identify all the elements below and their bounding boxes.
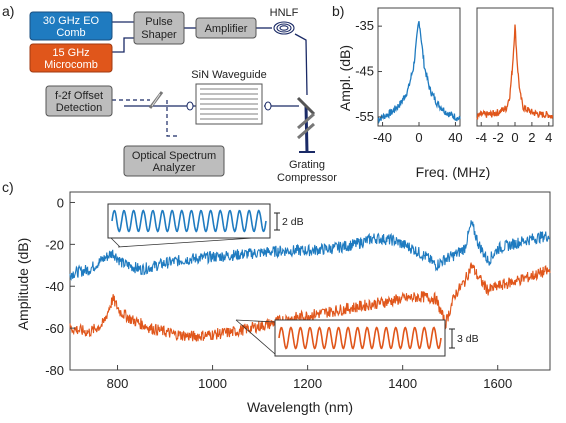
- panel-b-right-plot: -4 -2 0 2 4: [475, 7, 554, 145]
- panel-a-letter: a): [2, 3, 14, 19]
- panel-c-ytick: -60: [45, 321, 64, 336]
- svg-text:Analyzer: Analyzer: [153, 162, 196, 174]
- svg-text:Amplifier: Amplifier: [205, 23, 248, 35]
- box-osa: Optical Spectrum Analyzer: [123, 145, 225, 177]
- box-pulse-shaper: Pulse Shaper: [133, 11, 185, 45]
- hnlf-label: HNLF: [270, 7, 299, 19]
- panel-c-letter: c): [2, 179, 14, 195]
- inset-top: 2 dB: [107, 203, 304, 248]
- svg-text:Microcomb: Microcomb: [44, 59, 98, 71]
- svg-text:Optical Spectrum: Optical Spectrum: [132, 150, 216, 162]
- panel-b-left-plot: -35 -45 -55 -40 0 40: [355, 7, 463, 145]
- panel-c-ytick: -20: [45, 237, 64, 252]
- panel-b-left-xtick: 40: [448, 130, 462, 145]
- svg-text:Comb: Comb: [56, 27, 85, 39]
- panel-b-ylabel: Ampl. (dB): [337, 45, 353, 111]
- svg-text:Detection: Detection: [56, 102, 102, 114]
- panel-c-ytick: -80: [45, 363, 64, 378]
- panel-b-left-xtick: 0: [415, 130, 422, 145]
- waveguide-chip-icon: [186, 83, 272, 125]
- svg-text:30 GHz EO: 30 GHz EO: [43, 15, 100, 27]
- box-eo-comb: 30 GHz EO Comb: [29, 11, 113, 41]
- panel-b-right-xtick: 0: [511, 130, 518, 145]
- panel-c-xtick: 1600: [483, 376, 512, 391]
- dichroic-mirror-icon: [148, 91, 164, 109]
- grating-label-1: Grating: [289, 159, 325, 171]
- panel-c-ytick: 0: [57, 195, 64, 210]
- panel-c-xtick: 1200: [293, 376, 322, 391]
- grating-icon: [297, 112, 315, 140]
- inset-bottom: 3 dB: [235, 319, 479, 357]
- panel-a-dashed-lines: [112, 99, 180, 137]
- box-amplifier: Amplifier: [195, 17, 257, 39]
- panel-b-xlabel: Freq. (MHz): [416, 164, 491, 180]
- panel-b-right-xtick: 2: [528, 130, 535, 145]
- inset-bottom-scale: 3 dB: [457, 333, 479, 345]
- panel-c-xtick: 1400: [388, 376, 417, 391]
- inset-top-trace: [111, 209, 267, 233]
- waveguide-label: SiN Waveguide: [191, 69, 266, 81]
- series-line-0: [69, 220, 551, 281]
- panel-c-ylabel: Amplitude (dB): [15, 238, 31, 331]
- svg-text:15 GHz: 15 GHz: [52, 47, 89, 59]
- panel-b-letter: b): [332, 3, 344, 19]
- series-line-0: [377, 21, 461, 124]
- series-line-0: [476, 24, 554, 120]
- inset-top-scale: 2 dB: [282, 216, 304, 228]
- series-line-1: [69, 262, 551, 342]
- panel-a-lines: [112, 21, 315, 153]
- panel-b-left-xtick: -40: [373, 130, 392, 145]
- hnlf-coil-icon: [273, 21, 295, 35]
- grating-label-2: Compressor: [277, 172, 337, 184]
- box-offset-detection: f-2f Offset Detection: [45, 85, 113, 117]
- panel-b-right-xtick: -4: [475, 130, 487, 145]
- panel-b-ytick: -35: [355, 18, 374, 33]
- panel-b-ytick: -55: [355, 109, 374, 124]
- svg-text:f-2f Offset: f-2f Offset: [55, 90, 103, 102]
- panel-c-xtick: 1000: [198, 376, 227, 391]
- panel-b-ytick: -45: [355, 64, 374, 79]
- inset-bottom-trace: [278, 326, 442, 350]
- fold-mirror-icon: [296, 96, 316, 116]
- panel-c-ytick: -40: [45, 279, 64, 294]
- panel-c-xlabel: Wavelength (nm): [247, 399, 353, 415]
- box-microcomb: 15 GHz Microcomb: [29, 43, 113, 73]
- svg-text:Pulse: Pulse: [145, 16, 173, 28]
- svg-text:Shaper: Shaper: [141, 29, 177, 41]
- panel-b-right-xtick: 4: [545, 130, 552, 145]
- panel-c-xtick: 800: [107, 376, 129, 391]
- panel-b-right-xtick: -2: [492, 130, 504, 145]
